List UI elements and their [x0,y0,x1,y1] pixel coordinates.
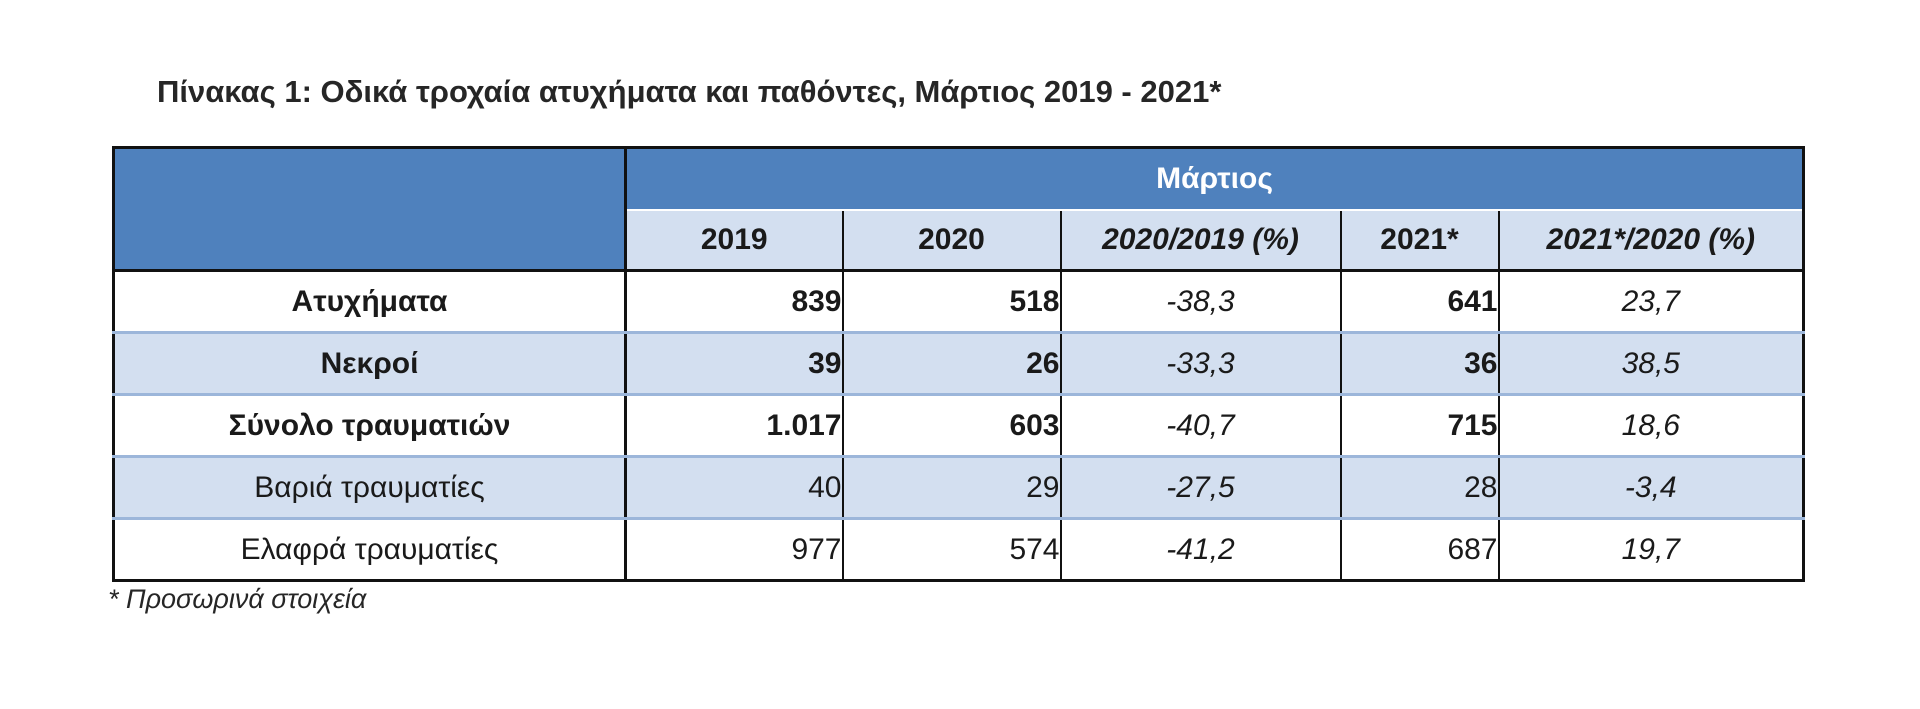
column-header-change-2020-2019: 2020/2019 (%) [1060,210,1342,272]
cell-2020: 574 [842,518,1062,581]
table-title: Πίνακας 1: Οδικά τροχαία ατυχήματα και π… [157,74,1222,109]
cell-2020: 29 [842,456,1062,520]
cell-change-2021: -3,4 [1498,456,1804,520]
cell-2019: 977 [625,518,844,581]
row-label: Βαριά τραυματίες [113,456,627,520]
cell-change-2020: -27,5 [1060,456,1342,520]
cell-2019: 40 [625,456,844,520]
cell-change-2021: 18,6 [1498,394,1804,458]
header-corner [113,147,627,272]
cell-change-2020: -38,3 [1060,270,1342,334]
cell-2021: 36 [1340,332,1500,396]
cell-2019: 839 [625,270,844,334]
table-row: Βαριά τραυματίες 40 29 -27,5 28 -3,4 [113,456,1804,520]
footnote: * Προσωρινά στοιχεία [108,584,367,614]
column-header-2021: 2021* [1340,210,1500,272]
cell-2020: 518 [842,270,1062,334]
cell-change-2020: -41,2 [1060,518,1342,581]
column-header-2020: 2020 [842,210,1062,272]
table-row: Ατυχήματα 839 518 -38,3 641 23,7 [113,270,1804,334]
cell-2021: 641 [1340,270,1500,334]
cell-change-2020: -40,7 [1060,394,1342,458]
cell-change-2021: 19,7 [1498,518,1804,581]
row-label: Σύνολο τραυματιών [113,394,627,458]
accidents-table: Μάρτιος 2019 2020 2020/2019 (%) 2021* 20… [112,146,1806,582]
cell-2020: 26 [842,332,1062,396]
row-label: Νεκροί [113,332,627,396]
cell-2020: 603 [842,394,1062,458]
cell-2019: 39 [625,332,844,396]
cell-2021: 687 [1340,518,1500,581]
cell-2021: 715 [1340,394,1500,458]
table-row: Νεκροί 39 26 -33,3 36 38,5 [113,332,1804,396]
cell-change-2020: -33,3 [1060,332,1342,396]
row-label: Ελαφρά τραυματίες [113,518,627,581]
row-label: Ατυχήματα [113,270,627,334]
column-header-change-2021-2020: 2021*/2020 (%) [1498,210,1804,272]
cell-2019: 1.017 [625,394,844,458]
column-header-2019: 2019 [625,210,844,272]
cell-change-2021: 23,7 [1498,270,1804,334]
cell-2021: 28 [1340,456,1500,520]
table-row: Ελαφρά τραυματίες 977 574 -41,2 687 19,7 [113,518,1804,581]
cell-change-2021: 38,5 [1498,332,1804,396]
table-row: Σύνολο τραυματιών 1.017 603 -40,7 715 18… [113,394,1804,458]
group-header: Μάρτιος [625,147,1804,211]
